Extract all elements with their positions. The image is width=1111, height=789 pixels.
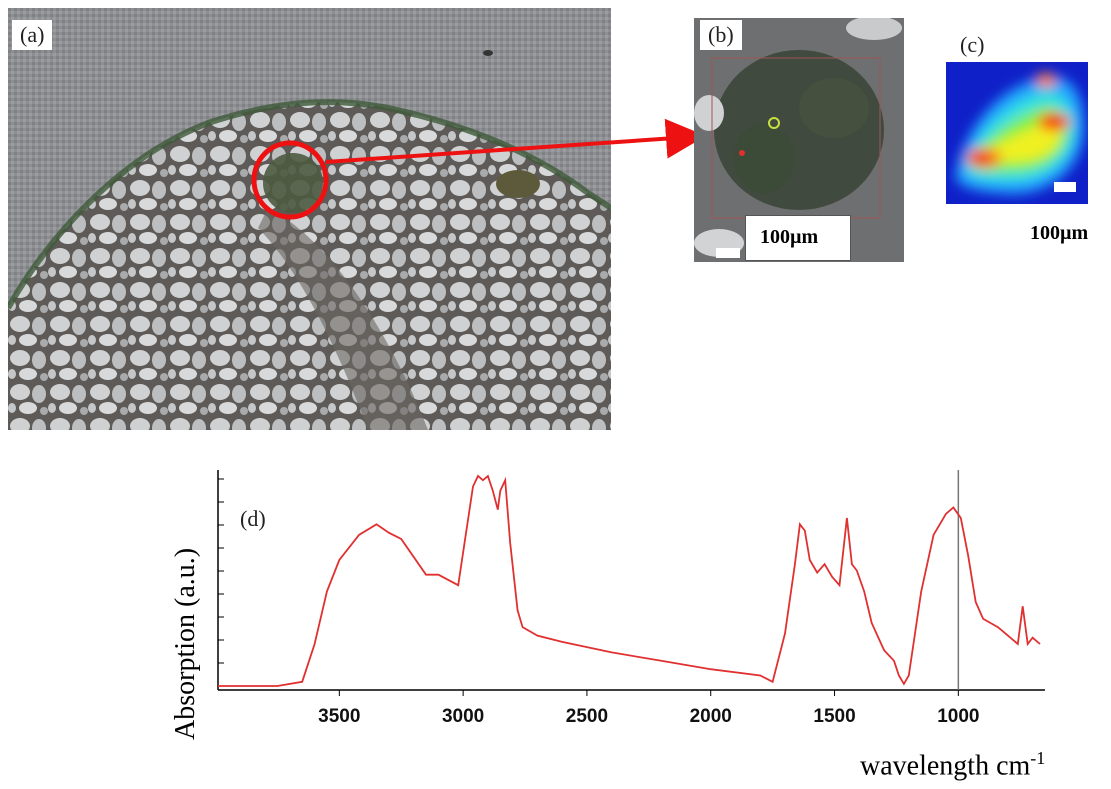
- x-tick-label-1000: 1000: [937, 706, 979, 727]
- panel-label-c: (c): [952, 30, 993, 60]
- x-tick-label-2000: 2000: [690, 706, 732, 727]
- panel-label-d: (d): [240, 506, 266, 532]
- micrograph-a: [8, 8, 611, 430]
- x-axis-ticks: 3500 3000 2500 2000 1500 1000: [318, 690, 979, 727]
- spectrum-series-line: [218, 474, 1041, 687]
- panel-label-a: (a): [12, 20, 53, 50]
- x-tick-label-1500: 1500: [813, 706, 855, 727]
- spectrum-axes: [217, 470, 1045, 691]
- scalebar-b: [716, 248, 740, 258]
- scalebar-label-box-b: [745, 215, 851, 261]
- x-tick-label-3500: 3500: [318, 706, 360, 727]
- x-axis-title-text: wavelength cm: [860, 750, 1031, 782]
- heatmap-c: [946, 62, 1088, 204]
- scalebar-label-b: 100µm: [760, 226, 819, 248]
- x-axis-title: wavelength cm-1: [860, 748, 1045, 782]
- scalebar-label-c: 100µm: [1030, 222, 1089, 244]
- x-tick-label-3000: 3000: [442, 706, 484, 727]
- panel-label-b: (b): [700, 20, 742, 50]
- x-axis-title-exponent: -1: [1030, 748, 1046, 768]
- y-axis-title: Absorption (a.u.): [170, 547, 201, 740]
- highlight-arrow: [325, 118, 706, 164]
- x-tick-label-2500: 2500: [566, 706, 608, 727]
- y-axis-ticks: [218, 478, 224, 687]
- highlight-circle: [251, 140, 329, 220]
